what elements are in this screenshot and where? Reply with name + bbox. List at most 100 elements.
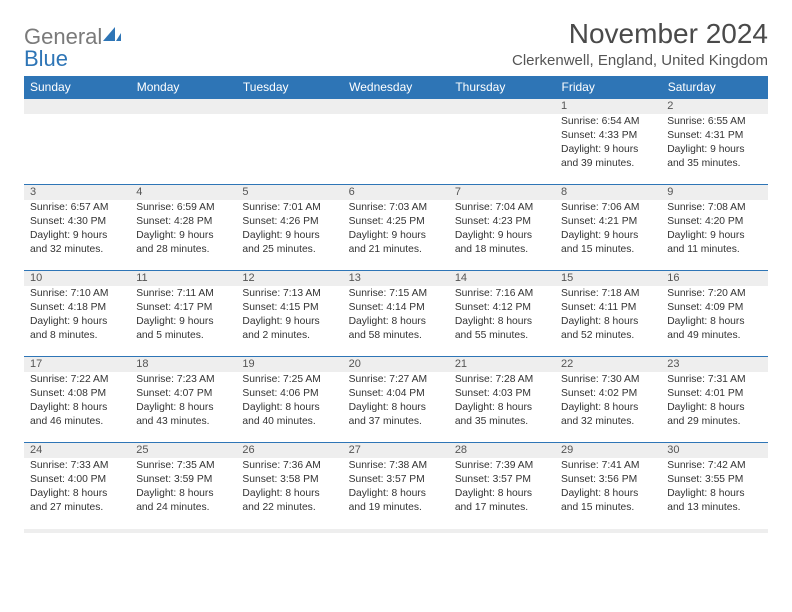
day-number: 27 <box>343 443 449 458</box>
day-info: Sunrise: 7:03 AMSunset: 4:25 PMDaylight:… <box>343 200 449 261</box>
daylight-text: and 25 minutes. <box>242 243 336 257</box>
daylight-text: Daylight: 8 hours <box>667 315 761 329</box>
daylight-text: and 35 minutes. <box>455 415 549 429</box>
sunset-text: Sunset: 3:58 PM <box>242 473 336 487</box>
weekday-header: Friday <box>555 76 661 99</box>
daylight-text: Daylight: 8 hours <box>242 487 336 501</box>
sunrise-text: Sunrise: 7:38 AM <box>349 459 443 473</box>
day-number: 30 <box>661 443 767 458</box>
day-number: 2 <box>661 99 767 114</box>
day-info: Sunrise: 7:23 AMSunset: 4:07 PMDaylight:… <box>130 372 236 433</box>
sunset-text: Sunset: 4:01 PM <box>667 387 761 401</box>
daylight-text: and 15 minutes. <box>561 243 655 257</box>
daylight-text: Daylight: 8 hours <box>30 487 124 501</box>
weekday-header: Tuesday <box>236 76 342 99</box>
calendar-week-row: 3Sunrise: 6:57 AMSunset: 4:30 PMDaylight… <box>24 185 768 271</box>
day-number: 18 <box>130 357 236 372</box>
daylight-text: and 55 minutes. <box>455 329 549 343</box>
day-info: Sunrise: 6:57 AMSunset: 4:30 PMDaylight:… <box>24 200 130 261</box>
calendar-cell <box>130 99 236 185</box>
calendar-cell: 27Sunrise: 7:38 AMSunset: 3:57 PMDayligh… <box>343 443 449 529</box>
daylight-text: Daylight: 8 hours <box>561 487 655 501</box>
sunset-text: Sunset: 3:57 PM <box>349 473 443 487</box>
day-number: 21 <box>449 357 555 372</box>
sunrise-text: Sunrise: 7:18 AM <box>561 287 655 301</box>
calendar-page: General Blue November 2024 Clerkenwell, … <box>0 0 792 533</box>
sunrise-text: Sunrise: 7:28 AM <box>455 373 549 387</box>
calendar-cell: 11Sunrise: 7:11 AMSunset: 4:17 PMDayligh… <box>130 271 236 357</box>
calendar-cell: 15Sunrise: 7:18 AMSunset: 4:11 PMDayligh… <box>555 271 661 357</box>
day-number: 7 <box>449 185 555 200</box>
sunset-text: Sunset: 4:12 PM <box>455 301 549 315</box>
day-info: Sunrise: 7:16 AMSunset: 4:12 PMDaylight:… <box>449 286 555 347</box>
sunrise-text: Sunrise: 6:57 AM <box>30 201 124 215</box>
sunrise-text: Sunrise: 7:25 AM <box>242 373 336 387</box>
sunrise-text: Sunrise: 7:42 AM <box>667 459 761 473</box>
day-info: Sunrise: 6:59 AMSunset: 4:28 PMDaylight:… <box>130 200 236 261</box>
sunrise-text: Sunrise: 7:06 AM <box>561 201 655 215</box>
logo-word-2: Blue <box>24 46 68 71</box>
daylight-text: and 40 minutes. <box>242 415 336 429</box>
sunset-text: Sunset: 4:21 PM <box>561 215 655 229</box>
daylight-text: and 32 minutes. <box>30 243 124 257</box>
daylight-text: Daylight: 8 hours <box>30 401 124 415</box>
daylight-text: Daylight: 8 hours <box>136 401 230 415</box>
calendar-cell: 19Sunrise: 7:25 AMSunset: 4:06 PMDayligh… <box>236 357 342 443</box>
day-info-empty <box>130 114 236 133</box>
daylight-text: and 35 minutes. <box>667 157 761 171</box>
day-info-empty <box>343 114 449 133</box>
day-number: 14 <box>449 271 555 286</box>
sunset-text: Sunset: 3:59 PM <box>136 473 230 487</box>
sunrise-text: Sunrise: 7:35 AM <box>136 459 230 473</box>
weekday-header: Thursday <box>449 76 555 99</box>
day-number: 10 <box>24 271 130 286</box>
calendar-table: Sunday Monday Tuesday Wednesday Thursday… <box>24 76 768 533</box>
calendar-cell: 16Sunrise: 7:20 AMSunset: 4:09 PMDayligh… <box>661 271 767 357</box>
day-number: 29 <box>555 443 661 458</box>
calendar-cell: 1Sunrise: 6:54 AMSunset: 4:33 PMDaylight… <box>555 99 661 185</box>
calendar-cell: 13Sunrise: 7:15 AMSunset: 4:14 PMDayligh… <box>343 271 449 357</box>
daylight-text: Daylight: 9 hours <box>30 315 124 329</box>
daylight-text: Daylight: 9 hours <box>242 315 336 329</box>
sunrise-text: Sunrise: 7:15 AM <box>349 287 443 301</box>
day-info: Sunrise: 7:10 AMSunset: 4:18 PMDaylight:… <box>24 286 130 347</box>
sunset-text: Sunset: 4:28 PM <box>136 215 230 229</box>
day-number: 13 <box>343 271 449 286</box>
header: General Blue November 2024 Clerkenwell, … <box>24 18 768 70</box>
calendar-cell: 3Sunrise: 6:57 AMSunset: 4:30 PMDaylight… <box>24 185 130 271</box>
sunrise-text: Sunrise: 7:13 AM <box>242 287 336 301</box>
daylight-text: Daylight: 9 hours <box>667 229 761 243</box>
daylight-text: and 17 minutes. <box>455 501 549 515</box>
day-info: Sunrise: 7:33 AMSunset: 4:00 PMDaylight:… <box>24 458 130 519</box>
daylight-text: and 39 minutes. <box>561 157 655 171</box>
daylight-text: and 15 minutes. <box>561 501 655 515</box>
sunset-text: Sunset: 4:31 PM <box>667 129 761 143</box>
calendar-cell: 10Sunrise: 7:10 AMSunset: 4:18 PMDayligh… <box>24 271 130 357</box>
sunrise-text: Sunrise: 7:23 AM <box>136 373 230 387</box>
daylight-text: and 43 minutes. <box>136 415 230 429</box>
calendar-cell: 12Sunrise: 7:13 AMSunset: 4:15 PMDayligh… <box>236 271 342 357</box>
day-info: Sunrise: 7:42 AMSunset: 3:55 PMDaylight:… <box>661 458 767 519</box>
day-info: Sunrise: 7:11 AMSunset: 4:17 PMDaylight:… <box>130 286 236 347</box>
day-info: Sunrise: 7:38 AMSunset: 3:57 PMDaylight:… <box>343 458 449 519</box>
day-number: 23 <box>661 357 767 372</box>
sunrise-text: Sunrise: 7:39 AM <box>455 459 549 473</box>
day-info: Sunrise: 7:36 AMSunset: 3:58 PMDaylight:… <box>236 458 342 519</box>
daylight-text: and 29 minutes. <box>667 415 761 429</box>
daylight-text: and 58 minutes. <box>349 329 443 343</box>
daylight-text: Daylight: 8 hours <box>349 401 443 415</box>
daylight-text: and 32 minutes. <box>561 415 655 429</box>
sunrise-text: Sunrise: 6:55 AM <box>667 115 761 129</box>
day-info: Sunrise: 7:22 AMSunset: 4:08 PMDaylight:… <box>24 372 130 433</box>
daylight-text: Daylight: 8 hours <box>136 487 230 501</box>
day-number: 5 <box>236 185 342 200</box>
day-info: Sunrise: 6:55 AMSunset: 4:31 PMDaylight:… <box>661 114 767 175</box>
sunset-text: Sunset: 4:14 PM <box>349 301 443 315</box>
day-number: 15 <box>555 271 661 286</box>
calendar-cell: 23Sunrise: 7:31 AMSunset: 4:01 PMDayligh… <box>661 357 767 443</box>
day-info: Sunrise: 7:28 AMSunset: 4:03 PMDaylight:… <box>449 372 555 433</box>
day-number: 9 <box>661 185 767 200</box>
day-number: 4 <box>130 185 236 200</box>
daylight-text: and 21 minutes. <box>349 243 443 257</box>
day-number: 17 <box>24 357 130 372</box>
